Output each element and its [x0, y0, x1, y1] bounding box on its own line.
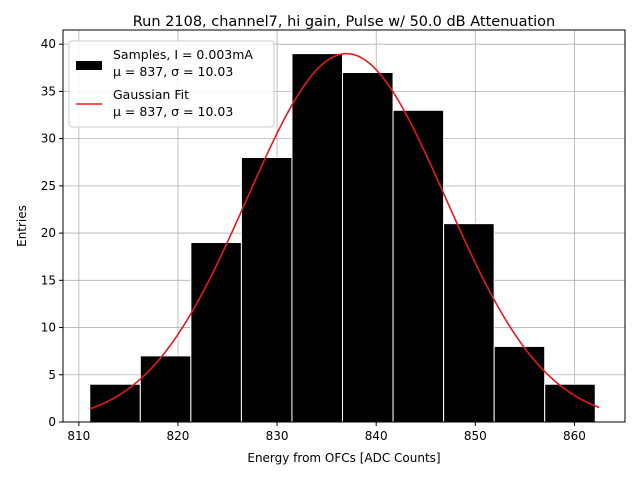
y-axis-ticks: 0 5 10 15 20 25 30 35 40 [41, 37, 63, 429]
y-tick-label-5: 25 [41, 179, 56, 193]
legend-samples-label: Samples, I = 0.003mA [113, 47, 253, 62]
x-tick-label-2: 830 [266, 429, 289, 443]
x-axis-ticks: 810 820 830 840 850 860 [67, 422, 586, 443]
gaussian-fit-line [89, 52, 600, 410]
chart-title: Run 2108, channel7, hi gain, Pulse w/ 50… [133, 14, 556, 30]
y-tick-label-7: 35 [41, 84, 56, 98]
y-axis-label: Entries [15, 205, 29, 247]
y-tick-label-8: 40 [41, 37, 56, 51]
y-tick-label-4: 20 [41, 226, 56, 240]
x-tick-label-5: 860 [563, 429, 586, 443]
histogram-bar-2 [190, 242, 242, 423]
x-tick-label-3: 840 [365, 429, 388, 443]
legend-box [68, 40, 275, 128]
histogram-bar-9 [544, 383, 596, 423]
histogram-bar-5 [342, 72, 394, 423]
x-axis-label: Energy from OFCs [ADC Counts] [247, 451, 440, 465]
x-tick-label-0: 810 [67, 429, 90, 443]
histogram-bars [89, 53, 596, 423]
histogram-bar-8 [493, 345, 546, 423]
legend-fit-stats: μ = 837, σ = 10.03 [113, 104, 233, 119]
y-tick-label-6: 30 [41, 132, 56, 146]
legend: Samples, I = 0.003mA μ = 837, σ = 10.03 … [68, 40, 275, 128]
legend-samples-swatch [76, 61, 102, 70]
histogram-bar-4 [291, 53, 344, 423]
y-tick-label-2: 10 [41, 321, 56, 335]
histogram-bar-7 [443, 223, 495, 423]
legend-fit-label: Gaussian Fit [113, 87, 189, 102]
y-tick-label-3: 15 [41, 273, 56, 287]
gaussian-fit-curve [89, 52, 600, 410]
x-tick-label-1: 820 [167, 429, 190, 443]
legend-samples-stats: μ = 837, σ = 10.03 [113, 64, 233, 79]
histogram-bar-0 [89, 383, 141, 423]
y-tick-label-1: 5 [48, 368, 56, 382]
histogram-bar-3 [240, 157, 293, 423]
histogram-bar-6 [392, 109, 445, 423]
x-tick-label-4: 850 [464, 429, 487, 443]
histogram-bar-1 [139, 355, 192, 423]
plot-frame [62, 29, 626, 423]
y-tick-label-0: 0 [48, 415, 56, 429]
